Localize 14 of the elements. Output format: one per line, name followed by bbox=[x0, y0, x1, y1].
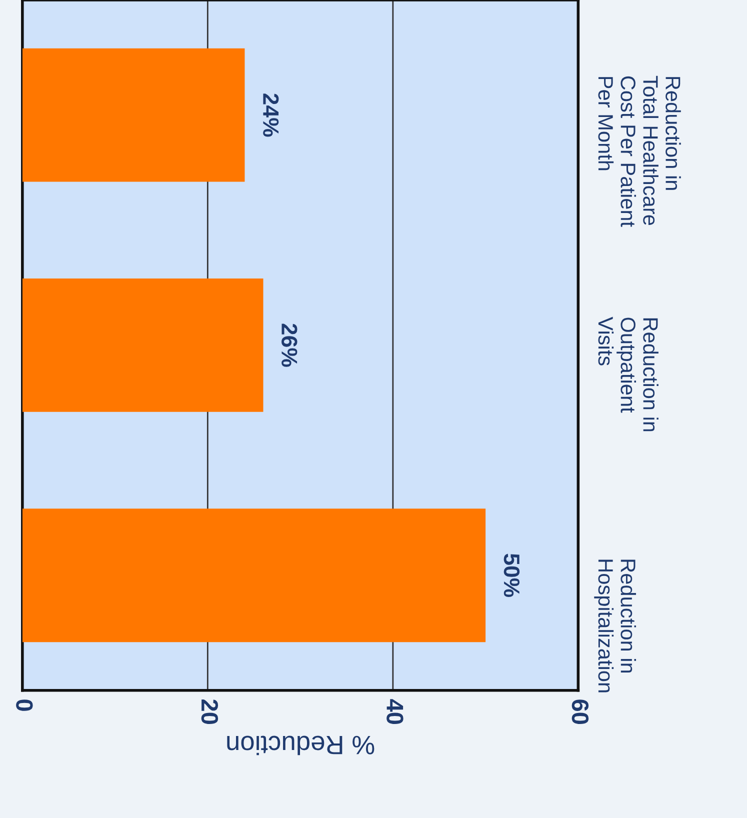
x-tick-label: 60 bbox=[572, 700, 589, 724]
data-label: 24% bbox=[263, 94, 279, 137]
x-tick-label: 40 bbox=[386, 699, 404, 724]
x-axis-title: % Reduction bbox=[227, 736, 374, 756]
x-tick-label: 0 bbox=[16, 700, 33, 711]
y-tick-label: Reduction in Outpatient Visits bbox=[598, 316, 658, 432]
data-label: 26% bbox=[282, 324, 298, 367]
bar bbox=[22, 508, 486, 642]
y-tick-label: Reduction in Hospitalization bbox=[594, 560, 636, 692]
data-label: 50% bbox=[504, 554, 520, 597]
y-tick-label: Reduction in Total Healthcare Cost Per Patient Per Month bbox=[598, 76, 681, 227]
bar bbox=[22, 278, 264, 412]
bar bbox=[22, 48, 245, 182]
x-tick-label: 20 bbox=[201, 700, 218, 724]
